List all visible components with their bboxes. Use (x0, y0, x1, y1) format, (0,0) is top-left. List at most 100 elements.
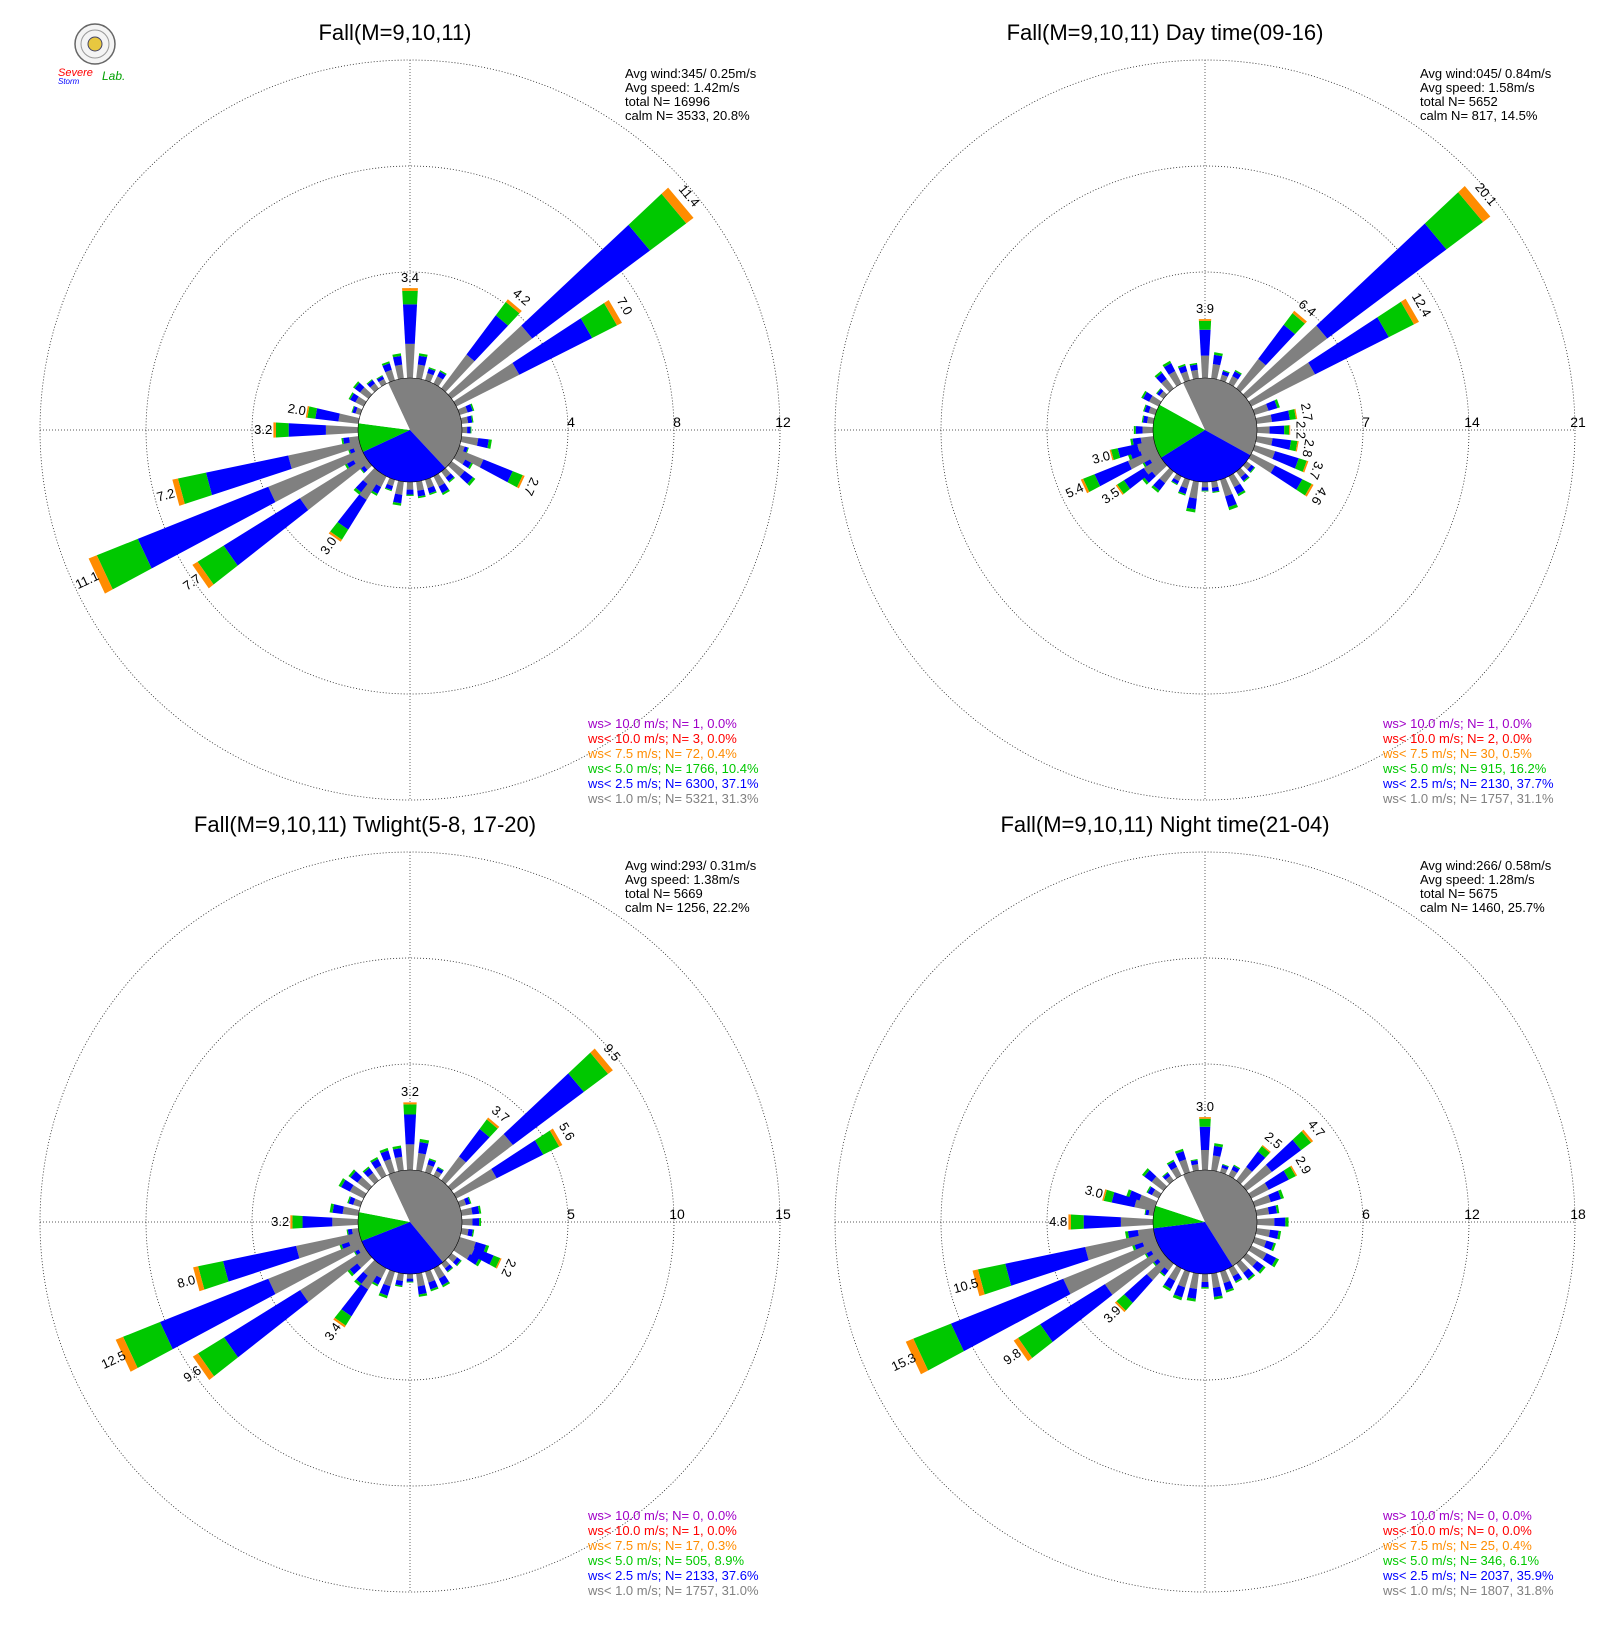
calm-sector-blue (1153, 1222, 1233, 1274)
peak-bar-green (1018, 1324, 1053, 1359)
peak-bar-gray (332, 1217, 359, 1227)
bar-blue (1221, 1164, 1229, 1170)
bar-gray (441, 467, 451, 478)
bar-blue (1144, 405, 1151, 413)
bar-blue (1262, 1253, 1277, 1266)
bar-blue (393, 493, 403, 504)
ring-7 (1046, 271, 1364, 589)
bar-green (1243, 476, 1250, 483)
peak-bar-gray (1104, 1249, 1165, 1295)
peak-bar-gray (455, 449, 484, 468)
bar-blue (1144, 1169, 1157, 1183)
bar-green (406, 1281, 414, 1283)
bar-green (1271, 1242, 1277, 1252)
legend-entry: ws> 10.0 m/s; N= 0, 0.0% (1382, 1508, 1532, 1523)
bar-gray (1178, 1269, 1190, 1288)
peak-bar-green (913, 1323, 964, 1371)
bar-blue (1167, 1161, 1178, 1171)
calm-sector-gray (1183, 377, 1257, 456)
peak-label: 2.2 (498, 1257, 519, 1280)
peak-bar-green (628, 193, 687, 251)
peak-bar-green (292, 1215, 303, 1229)
peak-bar-blue (159, 1278, 276, 1350)
bar-green (1212, 490, 1220, 494)
bar-gray (384, 1158, 395, 1175)
calm-circle (1152, 1169, 1258, 1275)
bar-blue (1163, 363, 1176, 375)
bar-green (419, 1138, 430, 1144)
peak-bar-gray (1252, 445, 1276, 459)
bar-gray (447, 1253, 458, 1263)
ring-5 (251, 1063, 569, 1381)
bar-gray (1242, 1253, 1258, 1267)
bar-gray (362, 467, 379, 485)
peak-bar-green (1377, 301, 1414, 338)
bar-gray (1163, 1259, 1174, 1271)
bar-green (378, 1292, 388, 1299)
peak-bar-blue (1258, 324, 1295, 366)
ring-10 (145, 957, 675, 1487)
bar-gray (1255, 1228, 1271, 1237)
bar-green (406, 494, 414, 496)
peak-bar-orange (1302, 460, 1309, 473)
peak-bar-blue (288, 423, 326, 437)
bar-gray (416, 480, 424, 491)
peak-bar-green (1283, 313, 1305, 335)
bar-blue (1211, 486, 1220, 492)
legend-entry: ws< 10.0 m/s; N= 2, 0.0% (1382, 731, 1532, 746)
bar-blue (380, 1150, 391, 1162)
bar-blue (1171, 478, 1180, 485)
bar-blue (463, 1197, 471, 1206)
peak-bar-blue (1308, 317, 1389, 375)
bar-gray (425, 373, 434, 383)
bar-green (392, 353, 402, 358)
peak-bar-green (977, 1263, 1012, 1295)
peak-bar-gray (1146, 1256, 1171, 1281)
bar-blue (1231, 1165, 1240, 1173)
bar-gray (1236, 467, 1246, 478)
bar-green (376, 375, 383, 380)
bar-green (1201, 490, 1209, 492)
peak-bar-gray (1248, 453, 1276, 473)
peak-bar-gray (338, 413, 360, 424)
peak-bar-gray (1137, 440, 1156, 452)
bar-gray (1211, 480, 1219, 488)
bar-green (471, 1229, 475, 1237)
stats-line: total N= 5652 (1420, 94, 1498, 109)
peak-bar-orange (905, 1338, 929, 1375)
peak-bar-orange (333, 1317, 346, 1328)
bar-blue (1190, 1160, 1199, 1166)
bar-blue (355, 480, 369, 494)
bar-green (346, 1229, 349, 1237)
calm-sector-gray (388, 1169, 462, 1263)
peak-bar-orange (1301, 1129, 1314, 1143)
peak-bar-green (580, 303, 618, 338)
panel-title: Fall(M=9,10,11) (318, 20, 471, 45)
calm-sector-green (1153, 404, 1205, 458)
bar-green (1166, 1159, 1175, 1166)
calm-sector-white (358, 382, 410, 430)
bar-blue (395, 1279, 403, 1286)
bar-green (1172, 1294, 1183, 1301)
peak-bar-blue (402, 304, 418, 344)
bar-gray (433, 1265, 445, 1279)
bar-green (1233, 1164, 1241, 1170)
bar-blue (1264, 1240, 1274, 1251)
bar-blue (350, 1171, 363, 1183)
peak-bar-gray (296, 1232, 361, 1259)
bar-green (467, 1196, 472, 1204)
peak-bar-blue (1199, 1126, 1211, 1150)
bar-blue (1135, 426, 1143, 434)
bar-gray (406, 481, 414, 490)
stats-line: Avg speed: 1.28m/s (1420, 872, 1535, 887)
bar-blue (1232, 371, 1242, 380)
peak-bar-green (534, 1130, 560, 1155)
bar-gray (460, 1207, 473, 1216)
bar-blue (1267, 1205, 1278, 1215)
peak-label: 2.0 (287, 401, 307, 419)
bar-blue (392, 1148, 403, 1158)
bar-green (347, 1196, 351, 1204)
bar-blue (1143, 470, 1156, 483)
legend-entry: ws> 10.0 m/s; N= 1, 0.0% (587, 716, 737, 731)
peak-bar-gray (447, 1134, 513, 1191)
